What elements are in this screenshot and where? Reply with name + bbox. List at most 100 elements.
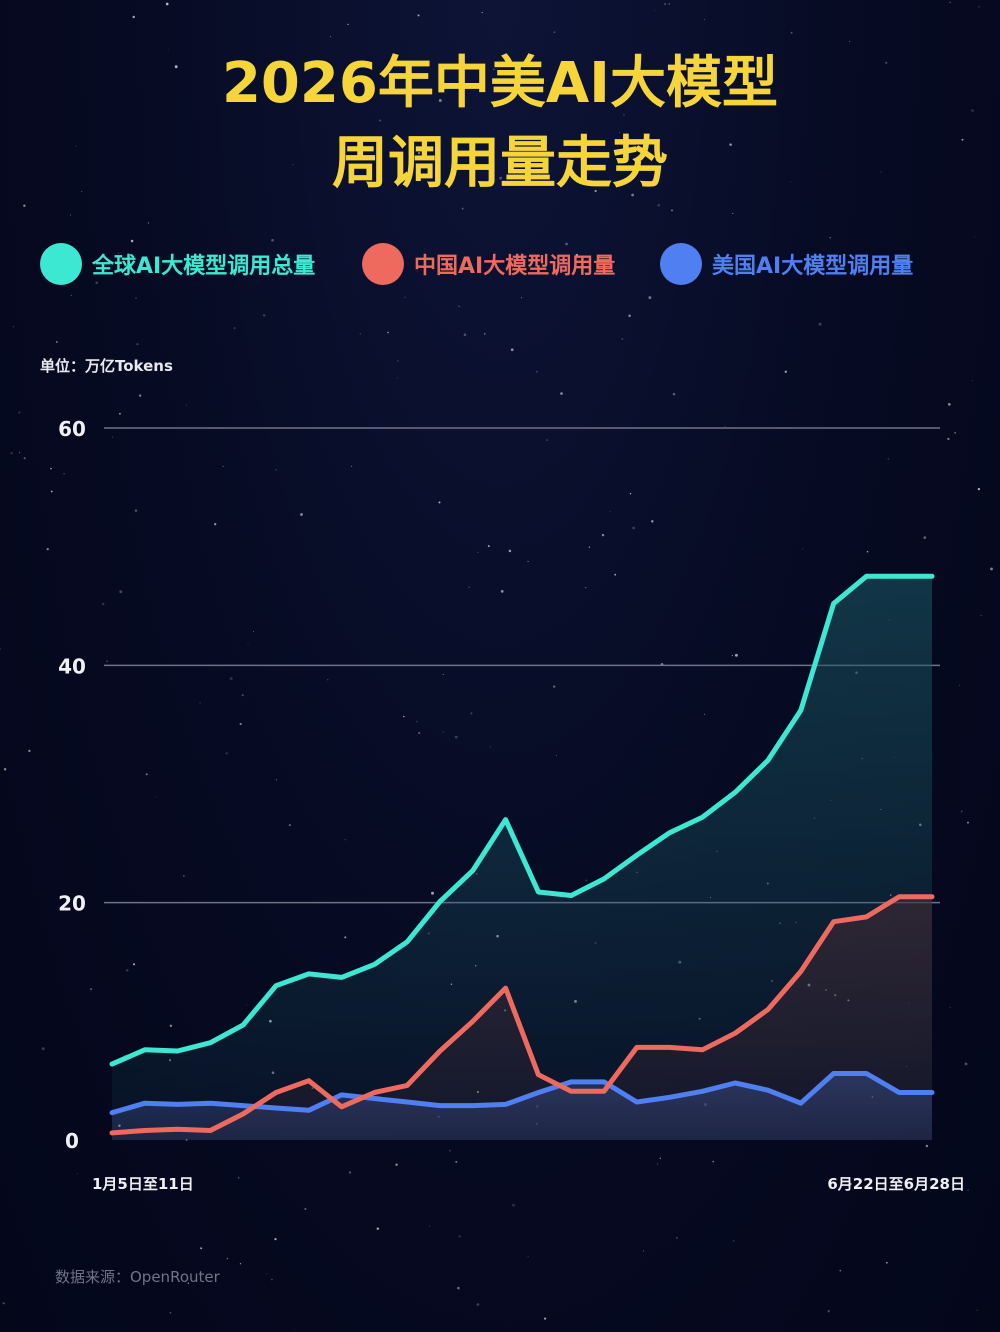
star <box>949 1006 951 1008</box>
series-line-china <box>109 894 935 1136</box>
star <box>403 715 405 718</box>
series-line-global <box>109 573 935 1067</box>
star <box>676 1237 678 1239</box>
star <box>601 533 605 537</box>
star <box>246 1004 248 1006</box>
star <box>19 452 21 454</box>
star <box>271 1278 273 1281</box>
star <box>731 654 734 657</box>
star <box>487 545 490 548</box>
star <box>885 61 888 64</box>
source-note: 数据来源：OpenRouter <box>55 1268 220 1286</box>
star <box>980 614 982 616</box>
star <box>330 36 332 38</box>
chart-title-line1: 2026年中美AI大模型 <box>221 51 779 116</box>
star <box>510 348 514 352</box>
star <box>734 653 738 657</box>
star <box>226 1257 229 1260</box>
star <box>724 425 726 427</box>
star <box>106 660 108 663</box>
star <box>974 236 976 238</box>
star <box>271 238 274 242</box>
star <box>76 1173 78 1175</box>
star <box>653 9 655 11</box>
star <box>493 68 495 71</box>
star <box>168 49 170 51</box>
star <box>527 560 529 563</box>
star <box>304 1207 307 1211</box>
legend-label-usa: 美国AI大模型调用量 <box>712 254 914 279</box>
star <box>476 1303 480 1306</box>
star <box>347 23 349 26</box>
star <box>28 749 31 753</box>
star <box>50 490 53 493</box>
star <box>733 1240 735 1242</box>
star <box>553 31 556 33</box>
star <box>461 207 464 210</box>
star <box>174 65 178 69</box>
star <box>668 3 670 5</box>
star <box>546 439 548 441</box>
star <box>183 875 185 877</box>
star <box>729 143 732 146</box>
legend: 全球AI大模型调用总量 中国AI大模型调用量 美国AI大模型调用量 <box>0 241 1000 287</box>
star <box>594 189 597 193</box>
star <box>295 273 297 275</box>
x-tick-label-end: 6月22日至6月28日 <box>827 1175 965 1193</box>
star <box>253 631 254 632</box>
star <box>95 281 98 285</box>
star <box>454 735 458 739</box>
star <box>10 452 13 455</box>
star <box>237 1176 240 1179</box>
legend-dot-china <box>362 243 404 285</box>
star <box>839 1269 842 1272</box>
star <box>575 253 578 257</box>
star <box>947 403 951 406</box>
star <box>483 137 486 140</box>
star <box>971 379 973 381</box>
star <box>275 779 277 781</box>
star <box>651 520 654 523</box>
star <box>344 839 346 841</box>
star <box>233 327 236 329</box>
star <box>125 968 129 972</box>
star <box>327 679 329 681</box>
star <box>431 891 434 895</box>
star <box>418 152 421 155</box>
star <box>947 437 950 441</box>
star <box>585 879 588 882</box>
star <box>489 746 491 748</box>
star <box>961 138 964 141</box>
star <box>112 436 114 438</box>
legend-item-usa: 美国AI大模型调用量 <box>660 241 913 287</box>
star <box>954 431 957 434</box>
star <box>247 642 249 644</box>
star <box>971 109 974 112</box>
star <box>428 1225 431 1227</box>
star <box>55 341 58 343</box>
star <box>429 88 431 91</box>
star <box>458 1235 461 1238</box>
star <box>906 261 910 265</box>
star <box>63 473 65 475</box>
star <box>560 392 563 395</box>
star <box>135 297 137 300</box>
star <box>18 411 21 414</box>
star <box>732 212 734 214</box>
star <box>442 674 444 675</box>
star <box>544 1317 547 1320</box>
star <box>887 458 889 460</box>
star <box>619 189 620 191</box>
star <box>648 296 652 300</box>
star <box>241 694 244 697</box>
star <box>632 526 635 530</box>
star <box>2 1302 5 1305</box>
star <box>977 487 981 491</box>
star <box>629 492 632 495</box>
star <box>379 119 382 122</box>
star <box>438 99 442 102</box>
star <box>101 602 105 606</box>
star <box>387 331 389 334</box>
star <box>294 1329 295 1331</box>
